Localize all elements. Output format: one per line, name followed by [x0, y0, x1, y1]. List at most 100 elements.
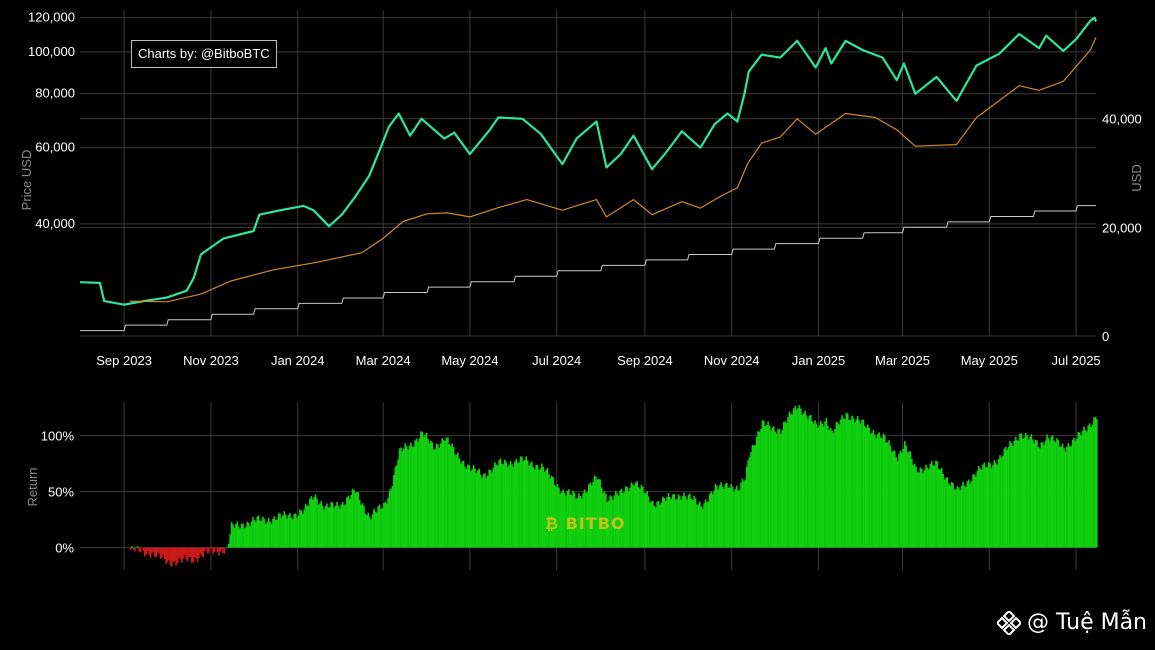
return-bar	[755, 437, 758, 548]
return-bar	[807, 419, 809, 548]
return-bar	[474, 468, 476, 548]
return-bar	[303, 509, 306, 548]
return-bar	[287, 515, 290, 548]
return-bar	[761, 420, 764, 548]
return-bar	[656, 501, 658, 548]
return-bar	[948, 483, 950, 548]
return-bar	[270, 524, 273, 548]
return-bar	[373, 508, 375, 548]
return-bar	[1037, 447, 1040, 548]
return-bar	[156, 547, 159, 553]
return-bar	[482, 474, 485, 548]
return-bar	[586, 491, 589, 548]
return-bar	[842, 418, 845, 548]
return-bar	[1061, 443, 1064, 548]
return-bar	[811, 421, 814, 548]
return-bar	[609, 495, 611, 548]
return-bar	[337, 505, 340, 548]
return-bar	[441, 438, 444, 548]
return-bar	[400, 447, 402, 548]
return-bar	[311, 499, 314, 548]
return-bar	[923, 469, 926, 548]
author-handle: @ Tuệ Mẫn	[1027, 610, 1147, 635]
return-bar	[536, 465, 539, 548]
return-bar	[394, 466, 397, 548]
return-bar	[136, 546, 139, 548]
return-bar	[1087, 425, 1090, 548]
return-bar	[237, 526, 240, 548]
return-bar	[802, 413, 805, 548]
return-bar	[625, 486, 627, 548]
return-bar	[259, 520, 261, 548]
bitcoin-logo-icon: ₿	[545, 514, 560, 533]
return-bar	[356, 491, 358, 548]
return-bar	[925, 464, 927, 548]
return-bar	[970, 481, 973, 548]
return-bar	[336, 501, 338, 548]
return-bar	[223, 547, 226, 554]
return-bar	[430, 440, 432, 548]
return-bar	[357, 492, 360, 548]
return-bar	[188, 547, 190, 558]
return-bar	[134, 547, 136, 552]
return-bar	[262, 516, 264, 548]
return-bar	[504, 459, 506, 548]
return-bar	[148, 547, 150, 556]
return-bar	[428, 443, 431, 548]
return-bar	[785, 422, 788, 548]
return-bar	[1093, 417, 1095, 548]
return-bar	[566, 490, 569, 548]
return-bar	[518, 462, 520, 548]
return-bar	[593, 475, 596, 548]
return-bar	[896, 460, 899, 548]
return-bar	[313, 497, 315, 548]
return-bar	[240, 523, 243, 548]
return-bar	[1051, 435, 1054, 548]
return-bar	[341, 501, 344, 548]
return-bar	[235, 523, 237, 548]
binance-logo-icon	[997, 610, 1022, 635]
return-bar	[642, 486, 644, 548]
return-bar	[330, 501, 333, 548]
x-tick-label: Sep 2024	[617, 353, 673, 368]
return-bar	[135, 546, 138, 548]
return-bar	[161, 547, 163, 558]
return-bar	[301, 513, 304, 548]
return-bar	[444, 440, 446, 548]
return-bar	[868, 427, 870, 548]
return-bar	[364, 513, 367, 548]
return-bar	[371, 514, 374, 548]
return-bar	[1086, 431, 1088, 548]
return-bar	[983, 462, 986, 548]
return-bar	[350, 495, 352, 548]
return-bar	[720, 482, 722, 548]
return-bar	[1088, 423, 1091, 548]
return-bar	[226, 546, 229, 548]
return-bar	[366, 515, 368, 548]
return-bar	[479, 474, 482, 548]
return-bar	[620, 489, 623, 548]
return-bar	[1096, 418, 1098, 548]
return-bar	[731, 486, 734, 548]
return-bar	[183, 547, 186, 556]
return-bar	[282, 515, 284, 548]
return-bar	[985, 467, 987, 548]
return-bar	[442, 440, 445, 548]
return-bar	[913, 463, 916, 548]
return-bar	[343, 505, 345, 548]
return-bar	[626, 487, 629, 548]
y-tick-label: 80,000	[35, 86, 75, 101]
return-bar	[1009, 441, 1011, 548]
return-bar	[694, 498, 697, 548]
return-bar	[186, 547, 189, 562]
return-bar	[871, 432, 873, 548]
return-bar	[296, 517, 298, 548]
return-bar	[553, 484, 556, 548]
return-bar	[1050, 436, 1053, 548]
return-bar	[583, 489, 586, 548]
return-bar	[1019, 433, 1021, 548]
return-bar	[844, 419, 846, 548]
return-bar	[469, 471, 472, 548]
return-bar	[447, 437, 449, 548]
return-bar	[1033, 443, 1035, 548]
